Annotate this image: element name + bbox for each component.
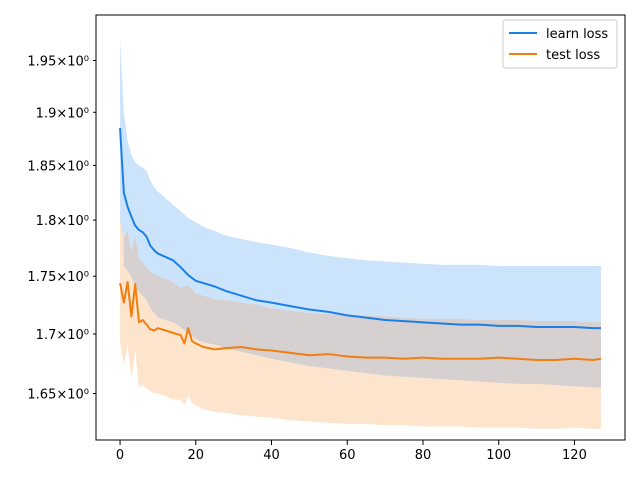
y-tick-label: 1.65×10⁰	[27, 388, 89, 403]
y-tick-label: 1.85×10⁰	[27, 159, 89, 174]
x-tick-label: 40	[263, 448, 280, 463]
x-tick-label: 80	[415, 448, 432, 463]
y-tick-label: 1.8×10⁰	[36, 214, 89, 229]
y-axis: 1.65×10⁰ 1.7×10⁰ 1.75×10⁰ 1.8×10⁰ 1.85×10⁰ 1.…	[27, 54, 96, 403]
y-tick-label: 1.7×10⁰	[36, 328, 89, 343]
x-axis: 0 20 40 60 80 100 120	[116, 440, 587, 463]
plot-area	[119, 38, 602, 429]
legend: learn loss test loss	[502, 19, 618, 69]
x-tick-label: 60	[339, 448, 356, 463]
x-tick-label: 20	[188, 448, 205, 463]
confidence-bands	[120, 38, 601, 429]
line-learn-loss	[119, 128, 601, 330]
plot-frame	[95, 14, 626, 441]
legend-label-test-loss: test loss	[546, 48, 600, 63]
y-tick-label: 1.75×10⁰	[27, 270, 89, 285]
legend-label-learn-loss: learn loss	[546, 27, 608, 42]
x-tick-label: 120	[562, 448, 587, 463]
y-tick-label: 1.95×10⁰	[27, 54, 89, 69]
series-lines	[119, 128, 602, 361]
band-overlap	[123, 231, 601, 388]
x-tick-label: 100	[486, 448, 511, 463]
line-test-loss	[119, 280, 602, 361]
y-tick-label: 1.9×10⁰	[36, 106, 89, 121]
x-tick-label: 0	[116, 448, 124, 463]
band-learn-loss	[120, 38, 601, 388]
